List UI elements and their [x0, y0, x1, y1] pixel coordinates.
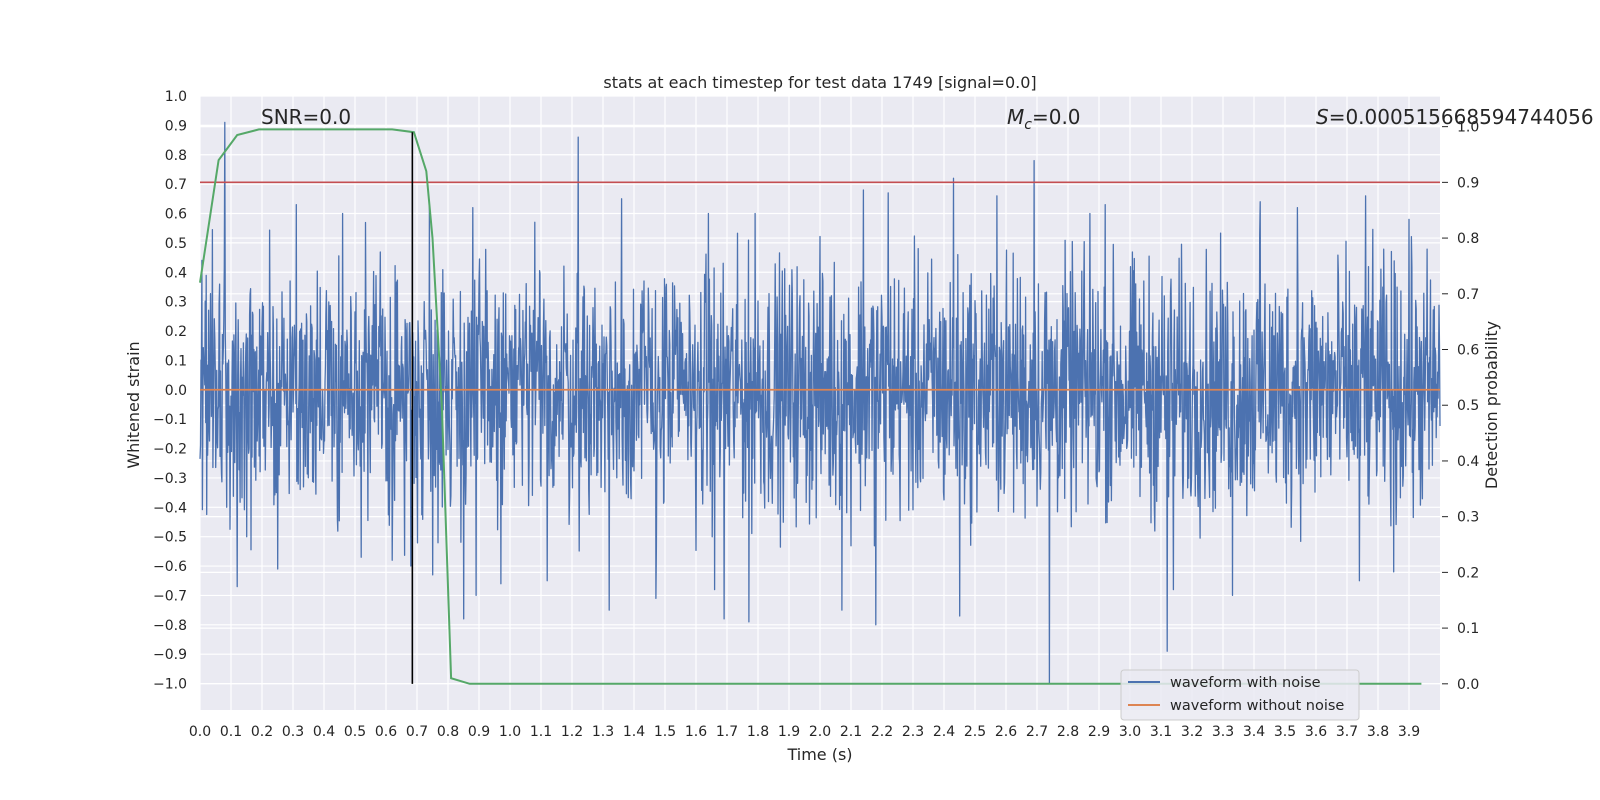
- x-tick-label: 3.3: [1212, 724, 1234, 740]
- x-tick-label: 3.5: [1274, 724, 1296, 740]
- y-axis-title-right: Detection probability: [1482, 321, 1501, 489]
- x-tick-label: 1.9: [778, 724, 800, 740]
- x-tick-label: 2.6: [995, 724, 1017, 740]
- x-tick-label: 3.2: [1181, 724, 1203, 740]
- x-tick-label: 2.2: [871, 724, 893, 740]
- x-axis-title: Time (s): [786, 745, 852, 764]
- series-waveform-with-noise: [199, 121, 1441, 685]
- y-tick-label-right: 0.0: [1457, 677, 1479, 693]
- x-tick-label: 3.9: [1398, 724, 1420, 740]
- x-tick-label: 0.0: [189, 724, 211, 740]
- mc-annotation: Mc=0.0: [1007, 105, 1081, 133]
- y-tick-label-left: −0.8: [153, 618, 187, 634]
- y-tick-label-left: 0.1: [165, 353, 187, 369]
- x-tick-label: 0.9: [468, 724, 490, 740]
- x-tick-label: 2.3: [902, 724, 924, 740]
- x-tick-label: 3.7: [1336, 724, 1358, 740]
- y-tick-label-left: −0.5: [153, 530, 187, 546]
- x-tick-label: 0.4: [313, 724, 335, 740]
- x-tick-label: 3.6: [1305, 724, 1327, 740]
- x-tick-label: 2.7: [1026, 724, 1048, 740]
- y-tick-label-left: 0.3: [165, 295, 187, 311]
- series-layer: [199, 121, 1441, 685]
- x-tick-label: 1.1: [530, 724, 552, 740]
- y-tick-label-right: 0.1: [1457, 621, 1479, 637]
- x-tick-label: 0.3: [282, 724, 304, 740]
- y-tick-label-left: −0.1: [153, 412, 187, 428]
- x-tick-label: 2.0: [809, 724, 831, 740]
- chart-title: stats at each timestep for test data 174…: [603, 73, 1036, 92]
- x-tick-label: 1.7: [716, 724, 738, 740]
- x-tick-label: 2.5: [964, 724, 986, 740]
- x-tick-label: 1.5: [654, 724, 676, 740]
- y-tick-label-right: 0.9: [1457, 175, 1479, 191]
- x-tick-label: 1.0: [499, 724, 521, 740]
- x-tick-label: 3.8: [1367, 724, 1389, 740]
- y-tick-label-left: 0.9: [165, 118, 187, 134]
- x-tick-label: 2.9: [1088, 724, 1110, 740]
- y-tick-label-left: 0.4: [165, 265, 187, 281]
- x-tick-label: 0.7: [406, 724, 428, 740]
- y-tick-label-right: 0.8: [1457, 231, 1479, 247]
- y-tick-label-left: −1.0: [153, 677, 187, 693]
- x-tick-label: 1.4: [623, 724, 645, 740]
- y-tick-label-left: −0.7: [153, 588, 187, 604]
- y-tick-label-left: 0.8: [165, 148, 187, 164]
- y-tick-label-left: −0.6: [153, 559, 187, 575]
- y-tick-label-left: −0.3: [153, 471, 187, 487]
- y-tick-label-left: 1.0: [165, 89, 187, 105]
- x-tick-label: 2.4: [933, 724, 955, 740]
- x-tick-label: 0.6: [375, 724, 397, 740]
- y-tick-label-left: −0.9: [153, 647, 187, 663]
- y-tick-label-right: 0.3: [1457, 510, 1479, 526]
- x-tick-label: 1.2: [561, 724, 583, 740]
- x-tick-label: 2.8: [1057, 724, 1079, 740]
- x-tick-label: 3.1: [1150, 724, 1172, 740]
- y-tick-label-right: 0.6: [1457, 343, 1479, 359]
- y-ticks-left: 1.0 0.9 0.8 0.7 0.6 0.5 0.4 0.3 0.2 0.1 0.0 −0.1 −0.…: [153, 89, 187, 693]
- y-ticks-right: 1.0 0.9 0.8 0.7 0.6 0.5 0.4 0.3 0.2 0.1 0.0: [1442, 120, 1479, 693]
- legend: waveform with noise waveform without noi…: [1120, 669, 1360, 721]
- series-detection-probability: [199, 128, 1422, 685]
- legend-label-noise: waveform with noise: [1170, 675, 1321, 691]
- legend-box: [1120, 669, 1360, 721]
- x-ticks: 0.0 0.1 0.2 0.3 0.4 0.5 0.6 0.7 0.8 0.9 1.0 1.1 1.2 1…: [189, 724, 1420, 740]
- x-tick-label: 3.0: [1119, 724, 1141, 740]
- y-tick-label-right: 0.2: [1457, 565, 1479, 581]
- x-tick-label: 3.4: [1243, 724, 1265, 740]
- legend-label-clean: waveform without noise: [1170, 698, 1344, 714]
- x-tick-label: 0.1: [220, 724, 242, 740]
- y-tick-label-left: 0.5: [165, 236, 187, 252]
- s-annotation: S=0.000515668594744056: [1316, 105, 1594, 129]
- x-tick-label: 1.3: [592, 724, 614, 740]
- y-tick-label-right: 0.5: [1457, 398, 1479, 414]
- x-tick-label: 1.8: [747, 724, 769, 740]
- y-tick-label-right: 1.0: [1457, 120, 1479, 136]
- x-tick-label: 0.5: [344, 724, 366, 740]
- x-tick-label: 0.8: [437, 724, 459, 740]
- x-tick-label: 0.2: [251, 724, 273, 740]
- y-tick-label-left: 0.0: [165, 383, 187, 399]
- y-tick-label-left: −0.4: [153, 500, 187, 516]
- y-tick-label-left: 0.6: [165, 207, 187, 223]
- x-tick-label: 2.1: [840, 724, 862, 740]
- snr-annotation: SNR=0.0: [261, 105, 351, 129]
- y-tick-label-left: 0.2: [165, 324, 187, 340]
- y-tick-label-left: −0.2: [153, 442, 187, 458]
- y-tick-label-right: 0.7: [1457, 287, 1479, 303]
- x-tick-label: 1.6: [685, 724, 707, 740]
- y-tick-label-right: 0.4: [1457, 454, 1479, 470]
- y-tick-label-left: 0.7: [165, 177, 187, 193]
- y-axis-title-left: Whitened strain: [124, 341, 143, 468]
